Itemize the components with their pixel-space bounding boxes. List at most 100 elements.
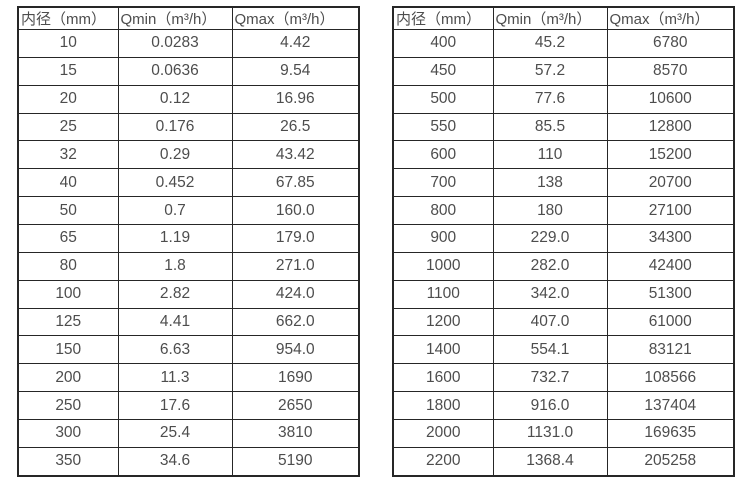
table-cell: 15200 bbox=[606, 140, 735, 170]
table-cell: 65 bbox=[17, 224, 119, 253]
table-cell: 700 bbox=[392, 168, 494, 198]
table-cell: 169635 bbox=[606, 419, 735, 448]
table-cell: 32 bbox=[17, 140, 119, 170]
table-cell: 27100 bbox=[606, 196, 735, 226]
table-cell: 57.2 bbox=[492, 56, 608, 86]
table-row: 65 1.19 179.0 bbox=[17, 224, 360, 253]
table-cell: 400 bbox=[392, 29, 494, 58]
table-cell: 179.0 bbox=[231, 224, 360, 253]
table-cell: 6780 bbox=[606, 29, 735, 58]
table-cell: 11.3 bbox=[117, 363, 233, 393]
column-header: Qmin（m³/h） bbox=[117, 6, 233, 30]
table-row: 600 110 15200 bbox=[392, 140, 735, 170]
table-cell: 85.5 bbox=[492, 112, 608, 142]
table-cell: 1690 bbox=[231, 363, 360, 393]
table-row: 125 4.41 662.0 bbox=[17, 307, 360, 337]
table-cell: 732.7 bbox=[492, 363, 608, 393]
table-cell: 45.2 bbox=[492, 29, 608, 58]
flow-spec-table-large-diameters: 内径（mm） Qmin（m³/h） Qmax（m³/h） 400 45.2 6780 450… bbox=[392, 6, 735, 477]
table-cell: 662.0 bbox=[231, 307, 360, 337]
table-row: 32 0.29 43.42 bbox=[17, 140, 360, 170]
table-cell: 342.0 bbox=[492, 279, 608, 309]
table-cell: 77.6 bbox=[492, 84, 608, 114]
table-cell: 20700 bbox=[606, 168, 735, 198]
table-cell: 67.85 bbox=[231, 168, 360, 198]
table-row: 40 0.452 67.85 bbox=[17, 168, 360, 198]
column-header: Qmin（m³/h） bbox=[492, 6, 608, 30]
table-cell: 100 bbox=[17, 279, 119, 309]
table-cell: 550 bbox=[392, 112, 494, 142]
table-cell: 424.0 bbox=[231, 279, 360, 309]
table-row: 50 0.7 160.0 bbox=[17, 196, 360, 226]
table-cell: 0.0283 bbox=[117, 29, 233, 58]
table-cell: 50 bbox=[17, 196, 119, 226]
table-cell: 25 bbox=[17, 112, 119, 142]
table-row: 25 0.176 26.5 bbox=[17, 112, 360, 142]
table-cell: 1100 bbox=[392, 279, 494, 309]
column-header: Qmax（m³/h） bbox=[231, 6, 360, 30]
table-cell: 0.12 bbox=[117, 84, 233, 114]
table-cell: 450 bbox=[392, 56, 494, 86]
table-row: 1000 282.0 42400 bbox=[392, 251, 735, 281]
table-row: 15 0.0636 9.54 bbox=[17, 56, 360, 86]
table-row: 100 2.82 424.0 bbox=[17, 279, 360, 309]
table-cell: 137404 bbox=[606, 391, 735, 421]
table-cell: 282.0 bbox=[492, 251, 608, 281]
table-cell: 600 bbox=[392, 140, 494, 170]
table-row: 1800 916.0 137404 bbox=[392, 391, 735, 421]
table-cell: 2000 bbox=[392, 419, 494, 448]
table-cell: 250 bbox=[17, 391, 119, 421]
table-row: 300 25.4 3810 bbox=[17, 419, 360, 448]
table-row: 2000 1131.0 169635 bbox=[392, 419, 735, 448]
table-cell: 2200 bbox=[392, 446, 494, 477]
table-cell: 10 bbox=[17, 29, 119, 58]
table-row: 350 34.6 5190 bbox=[17, 446, 360, 477]
table-cell: 271.0 bbox=[231, 251, 360, 281]
table-cell: 150 bbox=[17, 335, 119, 365]
table-cell: 34.6 bbox=[117, 446, 233, 477]
table-cell: 1800 bbox=[392, 391, 494, 421]
table-cell: 500 bbox=[392, 84, 494, 114]
table-cell: 34300 bbox=[606, 224, 735, 253]
table-cell: 1600 bbox=[392, 363, 494, 393]
table-cell: 138 bbox=[492, 168, 608, 198]
column-header: 内径（mm） bbox=[17, 6, 119, 30]
table-cell: 0.452 bbox=[117, 168, 233, 198]
table-cell: 1200 bbox=[392, 307, 494, 337]
table-cell: 300 bbox=[17, 419, 119, 448]
table-cell: 160.0 bbox=[231, 196, 360, 226]
table-cell: 83121 bbox=[606, 335, 735, 365]
table-row: 550 85.5 12800 bbox=[392, 112, 735, 142]
table-cell: 5190 bbox=[231, 446, 360, 477]
table-row: 1600 732.7 108566 bbox=[392, 363, 735, 393]
column-header: 内径（mm） bbox=[392, 6, 494, 30]
table-cell: 1368.4 bbox=[492, 446, 608, 477]
table-cell: 1131.0 bbox=[492, 419, 608, 448]
table-cell: 2.82 bbox=[117, 279, 233, 309]
table-cell: 1400 bbox=[392, 335, 494, 365]
table-row: 800 180 27100 bbox=[392, 196, 735, 226]
table-cell: 2650 bbox=[231, 391, 360, 421]
table-row: 80 1.8 271.0 bbox=[17, 251, 360, 281]
table-cell: 110 bbox=[492, 140, 608, 170]
table-cell: 40 bbox=[17, 168, 119, 198]
table-cell: 229.0 bbox=[492, 224, 608, 253]
table-cell: 407.0 bbox=[492, 307, 608, 337]
table-row: 200 11.3 1690 bbox=[17, 363, 360, 393]
table-row: 700 138 20700 bbox=[392, 168, 735, 198]
table-cell: 16.96 bbox=[231, 84, 360, 114]
table-cell: 4.42 bbox=[231, 29, 360, 58]
table-row: 1100 342.0 51300 bbox=[392, 279, 735, 309]
table-cell: 200 bbox=[17, 363, 119, 393]
table-cell: 1000 bbox=[392, 251, 494, 281]
table-row: 400 45.2 6780 bbox=[392, 29, 735, 58]
header-row: 内径（mm） Qmin（m³/h） Qmax（m³/h） bbox=[392, 6, 735, 30]
table-cell: 6.63 bbox=[117, 335, 233, 365]
table-cell: 17.6 bbox=[117, 391, 233, 421]
table-cell: 350 bbox=[17, 446, 119, 477]
table-cell: 12800 bbox=[606, 112, 735, 142]
table-row: 20 0.12 16.96 bbox=[17, 84, 360, 114]
table-cell: 20 bbox=[17, 84, 119, 114]
column-header: Qmax（m³/h） bbox=[606, 6, 735, 30]
